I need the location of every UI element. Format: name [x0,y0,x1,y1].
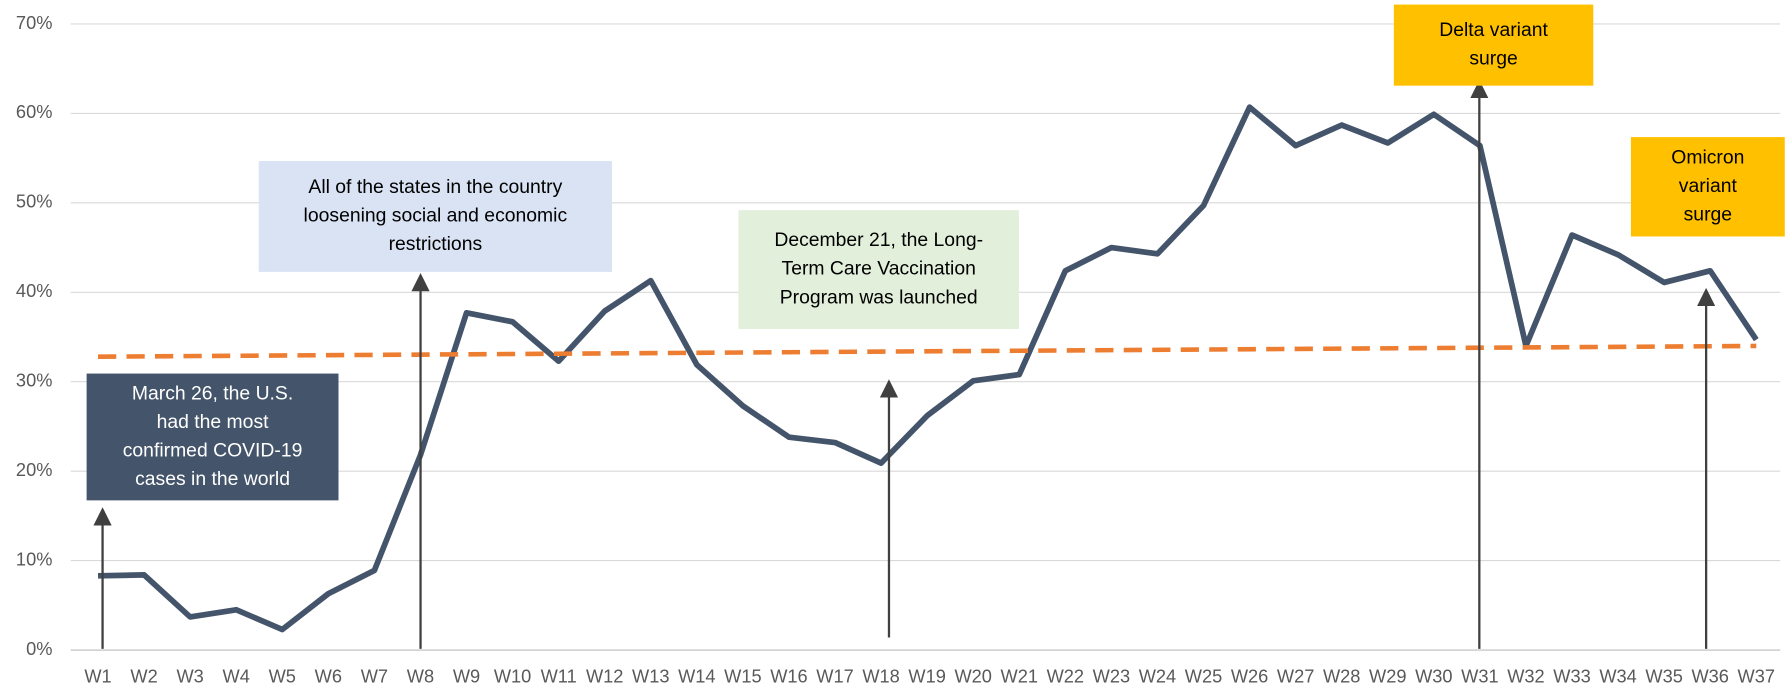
x-tick-label: W18 [862,665,899,686]
x-tick-label: W21 [1001,665,1038,686]
annotation-text: surge [1469,48,1517,70]
annotation-text: confirmed COVID-19 [123,439,303,461]
x-tick-label: W19 [908,665,945,686]
annotation-text: loosening social and economic [304,205,568,227]
x-tick-label: W30 [1415,665,1452,686]
x-tick-label: W25 [1185,665,1222,686]
annotation-box [1393,4,1594,86]
y-tick-label: 20% [16,459,52,480]
x-tick-label: W37 [1738,665,1775,686]
x-tick-label: W31 [1461,665,1498,686]
x-tick-label: W6 [315,665,342,686]
annotation-box [86,373,339,501]
annotation-text: cases in the world [135,468,290,490]
x-tick-label: W33 [1553,665,1590,686]
x-tick-label: W1 [84,665,111,686]
x-tick-label: W34 [1599,665,1636,686]
annotation-text: had the most [157,411,269,433]
trend-line [97,343,1757,359]
x-tick-label: W17 [816,665,853,686]
annotation-box [738,210,1019,330]
y-tick-label: 0% [26,638,52,659]
x-tick-label: W13 [632,665,669,686]
annotation-text: restrictions [389,233,483,255]
annotation-box [258,161,613,272]
y-tick-label: 30% [16,370,52,391]
x-tick-label: W35 [1645,665,1682,686]
annotation-text: All of the states in the country [308,176,562,198]
x-tick-label: W3 [176,665,203,686]
annotation-text: Term Care Vaccination [782,258,976,280]
annotation-text: Program was launched [780,286,978,308]
x-tick-label: W5 [269,665,296,686]
annotation-text: surge [1684,203,1732,225]
x-tick-label: W14 [678,665,715,686]
x-tick-label: W23 [1093,665,1130,686]
annotation-text: Delta variant [1439,19,1548,41]
x-tick-label: W20 [954,665,991,686]
x-tick-label: W2 [130,665,157,686]
x-tick-label: W24 [1139,665,1176,686]
y-tick-label: 50% [16,191,52,212]
x-tick-label: W36 [1691,665,1728,686]
x-tick-label: W12 [586,665,623,686]
x-tick-label: W11 [541,665,577,686]
x-tick-label: W26 [1231,665,1268,686]
y-tick-label: 40% [16,280,52,301]
x-tick-label: W28 [1323,665,1360,686]
plot: 0% 10% 20% 30% 40% 50% 60% 70% W1 W2 W3 W4 W5 W6 W7 W8 W… [16,4,1785,686]
x-tick-label: W9 [453,665,480,686]
y-tick-label: 10% [16,548,52,569]
x-tick-label: W32 [1507,665,1544,686]
y-tick-label: 60% [16,101,52,122]
x-tick-label: W10 [494,665,531,686]
annotation-box [1630,137,1785,237]
x-tick-label: W4 [223,665,250,686]
x-tick-label: W29 [1369,665,1406,686]
x-tick-label: W7 [361,665,388,686]
x-tick-label: W27 [1277,665,1314,686]
annotation-text: December 21, the Long- [774,229,983,251]
annotation-text: variant [1679,175,1738,197]
annotation-text: Omicron [1671,146,1744,168]
x-tick-label: W15 [724,665,761,686]
x-tick-label: W8 [407,665,434,686]
x-tick-label: W22 [1047,665,1084,686]
x-tick-label: W16 [770,665,807,686]
y-tick-label: 70% [16,12,52,33]
annotation-text: March 26, the U.S. [132,382,293,404]
